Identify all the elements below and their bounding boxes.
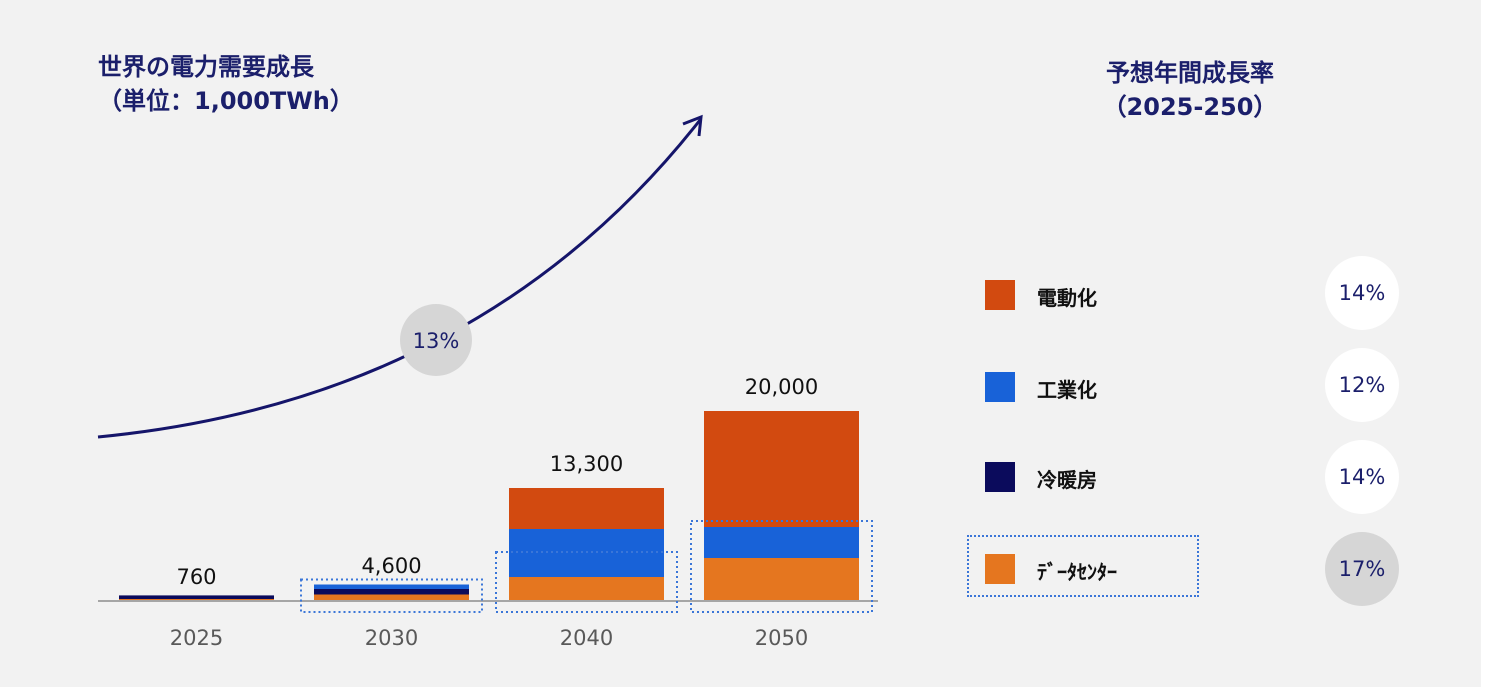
rate-electrification: 14% — [1325, 256, 1399, 330]
legend-title: 予想年間成長率 （2025-250） — [1040, 56, 1340, 124]
growth-badge — [400, 304, 472, 376]
highlight-box — [495, 551, 678, 613]
x-tick-label: 2030 — [365, 626, 418, 650]
total-label: 13,300 — [550, 452, 623, 476]
legend-label: 電動化 — [1037, 286, 1097, 310]
bar-segment — [314, 589, 469, 595]
growth-arrow-head — [682, 114, 703, 137]
chart-title: 世界の電力需要成長 （単位：1,000TWh） — [98, 50, 354, 118]
legend-swatch — [985, 462, 1015, 492]
stacked-bar-plot: 760 2025 4,600 2030 13,300 2040 20,000 2050 13% — [97, 114, 878, 650]
bar-segment — [704, 411, 859, 527]
x-tick-label: 2040 — [560, 626, 613, 650]
total-label: 4,600 — [361, 554, 421, 578]
growth-arrow — [97, 119, 702, 439]
bar-segment — [314, 584, 469, 589]
legend-title-line1: 予想年間成長率 — [1106, 59, 1274, 87]
bar-segment — [119, 595, 274, 599]
growth-badge-label: 13% — [413, 329, 460, 353]
chart-title-line: 世界の電力需要成長 — [98, 53, 314, 81]
legend-title-line2: （2025-250） — [1102, 93, 1278, 121]
data-center-highlight-box — [967, 535, 1199, 597]
highlight-layer — [300, 520, 873, 613]
bar-segment — [314, 594, 469, 601]
rate-heating-cooling: 14% — [1325, 440, 1399, 514]
legend-label: 工業化 — [1037, 378, 1097, 402]
bar-segment — [509, 488, 664, 529]
rate-industrialization: 12% — [1325, 348, 1399, 422]
highlight-box — [300, 578, 483, 613]
legend-swatch — [985, 554, 1015, 584]
bar-segment — [704, 527, 859, 558]
legend-swatch — [985, 372, 1015, 402]
total-label: 20,000 — [745, 375, 818, 399]
total-label: 760 — [176, 565, 216, 589]
chart-subtitle: （単位：1,000TWh） — [98, 87, 354, 115]
labels-layer: 760 2025 4,600 2030 13,300 2040 20,000 2050 — [170, 375, 818, 650]
rate-data-center: 17% — [1325, 532, 1399, 606]
legend-label: ﾃﾞｰﾀｾﾝﾀｰ — [1037, 560, 1117, 584]
highlight-box — [690, 520, 873, 613]
bars-layer — [119, 411, 859, 601]
x-tick-label: 2050 — [755, 626, 808, 650]
x-tick-label: 2025 — [170, 626, 223, 650]
legend-label: 冷暖房 — [1037, 468, 1097, 492]
legend-swatch — [985, 280, 1015, 310]
